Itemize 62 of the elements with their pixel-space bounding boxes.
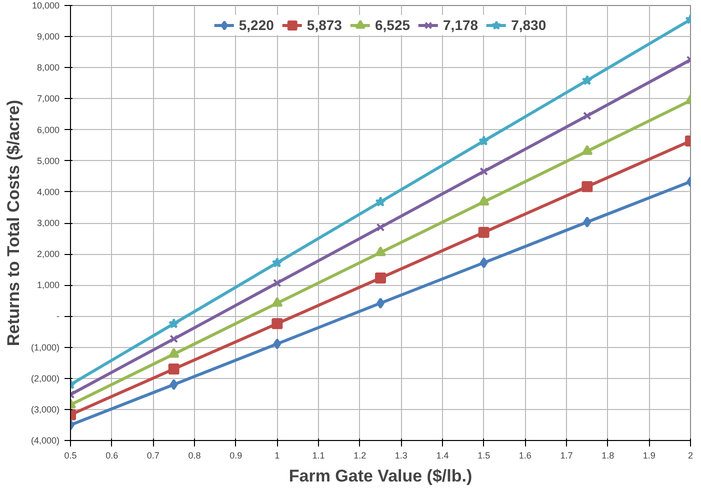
x-tick-label: 1.7 (560, 450, 573, 460)
y-tick-label: 8,000 (36, 62, 60, 73)
legend-label: 6,525 (374, 17, 410, 33)
point (375, 196, 386, 207)
point (582, 74, 592, 86)
y-tick-label: 3,000 (36, 218, 60, 228)
y-tick-label: 5,000 (36, 156, 60, 166)
point (272, 278, 282, 288)
y-tick-label: (3,000) (30, 404, 60, 414)
y-tick-label: 2,000 (36, 249, 60, 260)
legend-label: 5,873 (306, 17, 342, 33)
y-tick-label: 1,000 (36, 280, 60, 290)
x-tick-label: 1.6 (518, 450, 532, 460)
x-tick-label: 0.5 (64, 450, 77, 460)
x-tick-label: 1.4 (436, 450, 449, 460)
x-axis-title: Farm Gate Value ($/lb.) (288, 466, 472, 486)
y-tick-label: (4,000) (30, 436, 60, 446)
legend-label: 7,178 (443, 17, 478, 33)
y-tick-label: - (56, 311, 60, 322)
x-tick-label: 1.1 (312, 450, 325, 460)
point (168, 364, 180, 375)
point (168, 318, 180, 328)
point (170, 334, 178, 344)
point (582, 145, 593, 155)
point (272, 296, 283, 307)
y-tick-label: 9,000 (36, 32, 60, 42)
point (272, 318, 283, 330)
x-tick-label: 0.6 (106, 450, 118, 460)
point (375, 246, 386, 256)
x-tick-label: 0.7 (146, 450, 160, 460)
x-tick-label: 1.2 (354, 450, 366, 460)
point (478, 196, 490, 206)
x-tick-label: 1.3 (394, 450, 408, 460)
x-tick-label: 1.9 (642, 450, 656, 460)
legend-label: 5,220 (238, 17, 274, 33)
point (480, 167, 488, 176)
y-tick-label: 7,000 (36, 94, 60, 104)
x-tick-label: 1.8 (602, 450, 614, 460)
legend-label: 7,830 (511, 17, 546, 33)
point (375, 272, 386, 284)
point (478, 135, 490, 146)
point (582, 181, 593, 192)
y-tick-label: 10,000 (32, 0, 60, 10)
point (478, 226, 490, 238)
point (168, 348, 180, 358)
y-tick-label: (1,000) (30, 342, 60, 352)
point (582, 112, 592, 120)
x-tick-label: 2 (688, 450, 694, 460)
point (273, 338, 282, 350)
x-tick-label: 1.5 (478, 450, 490, 460)
x-tick-label: 0.9 (230, 450, 242, 460)
point (272, 257, 282, 268)
y-axis-title: Returns to Total Costs ($/acre) (4, 100, 23, 346)
y-tick-label: (2,000) (30, 373, 60, 384)
point (480, 257, 488, 268)
point (376, 223, 385, 232)
x-tick-label: 1 (274, 450, 280, 460)
y-tick-label: 4,000 (36, 186, 60, 197)
y-tick-label: 6,000 (36, 124, 60, 135)
point (583, 216, 592, 228)
x-tick-label: 0.8 (188, 450, 201, 460)
point (170, 379, 178, 390)
